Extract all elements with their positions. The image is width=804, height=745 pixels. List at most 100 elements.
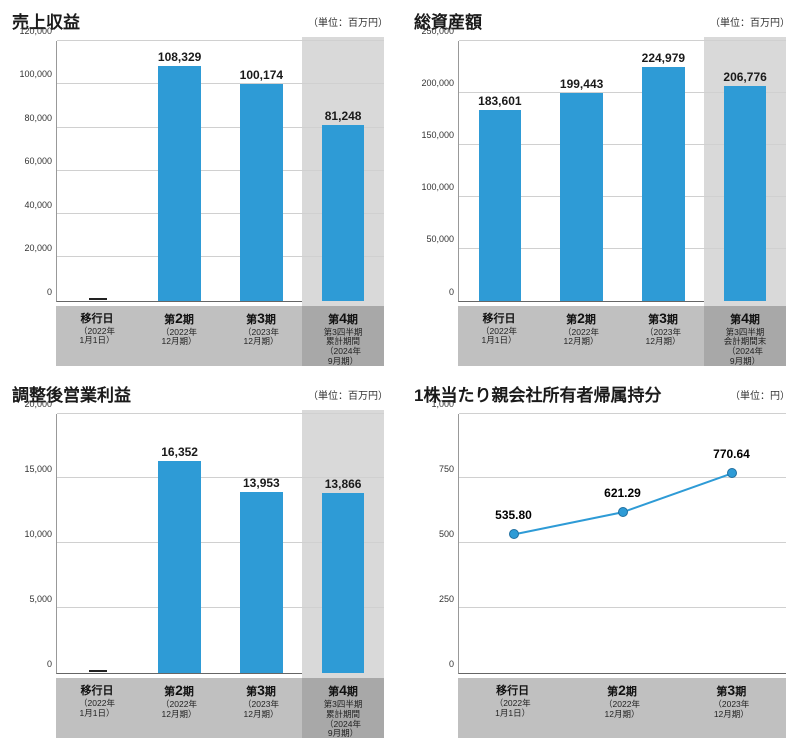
y-tick-label: 15,000 [14, 464, 52, 474]
data-point [618, 507, 628, 517]
x-category-title: 第4期 [302, 310, 384, 327]
gridline [57, 413, 384, 414]
chart-area: 108,329 100,174 81,248 0 20,000 40,000 60,000 8… [12, 37, 390, 366]
x-category-sub: （2022年1月1日） [458, 699, 567, 719]
chart-total-assets: 総資産額 （単位：百万円） 183,601199,443224,979206,7… [402, 0, 804, 373]
chart-unit: （単位：百万円） [308, 14, 388, 29]
plot-area: 108,329 100,174 81,248 [56, 41, 384, 302]
bar-value-label: 206,776 [723, 70, 766, 84]
y-tick-label: 50,000 [416, 234, 454, 244]
y-tick-label: 10,000 [14, 529, 52, 539]
x-category: 第2期（2022年12月期） [138, 678, 220, 738]
x-category: 第2期（2022年12月期） [138, 306, 220, 366]
x-category: 移行日（2022年1月1日） [56, 306, 138, 366]
y-tick-label: 20,000 [14, 243, 52, 253]
x-axis-band: 移行日（2022年1月1日）第2期（2022年12月期）第3期（2023年12月… [56, 306, 384, 366]
y-tick-label: 250,000 [416, 26, 454, 36]
x-category-title: 第2期 [540, 310, 622, 327]
bar-value-label: 13,953 [243, 476, 280, 490]
x-axis-band: 移行日（2022年1月1日）第2期（2022年12月期）第3期（2023年12月… [56, 678, 384, 738]
y-tick-label: 200,000 [416, 78, 454, 88]
x-axis-band: 移行日（2022年1月1日）第2期（2022年12月期）第3期（2023年12月… [458, 306, 786, 366]
chart-revenue: 売上収益 （単位：百万円） 108,329100,17481,248020,00… [0, 0, 402, 373]
gridline [57, 40, 384, 41]
x-category-title: 移行日 [458, 310, 540, 326]
x-category-sub: （2022年12月期） [567, 700, 676, 720]
plot-area: 183,601199,443224,979206,776 [458, 41, 786, 302]
x-category-sub: 第3四半期累計期間（2024年9月期） [302, 328, 384, 367]
bar-value-label: 224,979 [642, 51, 685, 65]
y-tick-label: 100,000 [14, 69, 52, 79]
x-category: 移行日（2022年1月1日） [458, 678, 567, 738]
y-tick-label: 750 [416, 464, 454, 474]
y-tick-label: 150,000 [416, 130, 454, 140]
y-tick-label: 0 [14, 287, 52, 297]
bar: 100,174 [240, 84, 283, 301]
x-category: 移行日（2022年1月1日） [56, 678, 138, 738]
data-point [509, 529, 519, 539]
bar: 16,352 [158, 461, 201, 673]
x-category: 第4期第3四半期累計期間（2024年9月期） [302, 306, 384, 366]
x-category-title: 第3期 [220, 310, 302, 327]
bar-value-label: 100,174 [240, 68, 283, 82]
y-tick-label: 250 [416, 594, 454, 604]
bar-value-label: 13,866 [325, 477, 362, 491]
y-tick-label: 500 [416, 529, 454, 539]
point-value-label: 535.80 [495, 508, 532, 522]
x-axis-band: 移行日（2022年1月1日）第2期（2022年12月期）第3期（2023年12月… [458, 678, 786, 738]
x-category-sub: （2022年12月期） [138, 700, 220, 720]
x-category-sub: （2023年12月期） [677, 700, 786, 720]
bar: 13,953 [240, 492, 283, 673]
y-tick-label: 60,000 [14, 156, 52, 166]
x-category-sub: （2023年12月期） [220, 328, 302, 348]
x-category-title: 第4期 [302, 682, 384, 699]
x-category-title: 第2期 [567, 682, 676, 699]
chart-unit: （単位：百万円） [710, 14, 790, 29]
x-category-title: 第3期 [220, 682, 302, 699]
y-tick-label: 80,000 [14, 113, 52, 123]
data-point [727, 468, 737, 478]
x-category-sub: （2022年12月期） [540, 328, 622, 348]
x-category-title: 第4期 [704, 310, 786, 327]
bar-value-label: 16,352 [161, 445, 198, 459]
chart-area: 535.80621.29770.6402505007501,000移行日（202… [414, 410, 792, 739]
chart-adjusted-operating-profit: 調整後営業利益 （単位：百万円） 16,35213,95313,86605,00… [0, 373, 402, 745]
x-category-title: 第3期 [622, 310, 704, 327]
plot-area: 535.80 621.29 770.64 [458, 414, 786, 675]
x-category: 第2期（2022年12月期） [567, 678, 676, 738]
x-category: 移行日（2022年1月1日） [458, 306, 540, 366]
plot-area: 16,352 13,953 13,866 [56, 414, 384, 675]
x-category-title: 第2期 [138, 310, 220, 327]
null-marker [89, 670, 107, 672]
y-tick-label: 100,000 [416, 182, 454, 192]
y-tick-label: 0 [14, 659, 52, 669]
gridline [57, 83, 384, 84]
chart-area: 16,35213,95313,86605,00010,00015,00020,0… [12, 410, 390, 739]
x-category-sub: （2022年1月1日） [56, 699, 138, 719]
bar: 13,866 [322, 493, 365, 673]
x-category: 第4期第3四半期会計期間末（2024年9月期） [704, 306, 786, 366]
x-category-title: 移行日 [56, 682, 138, 698]
point-value-label: 621.29 [604, 486, 641, 500]
x-category-title: 第3期 [677, 682, 786, 699]
y-tick-label: 20,000 [14, 399, 52, 409]
x-category-sub: 第3四半期会計期間末（2024年9月期） [704, 328, 786, 367]
bar: 81,248 [322, 125, 365, 301]
null-marker [89, 298, 107, 300]
point-value-label: 770.64 [713, 447, 750, 461]
y-tick-label: 0 [416, 287, 454, 297]
bar: 224,979 [642, 67, 685, 301]
bar: 206,776 [724, 86, 767, 301]
chart-equity-per-share: 1株当たり親会社所有者帰属持分 （単位：円） 535.80621.29770.6… [402, 373, 804, 745]
x-category-sub: （2022年12月期） [138, 328, 220, 348]
x-category: 第4期第3四半期累計期間（2024年9月期） [302, 678, 384, 738]
x-category: 第3期（2023年12月期） [677, 678, 786, 738]
x-category: 第3期（2023年12月期） [220, 678, 302, 738]
y-tick-label: 40,000 [14, 200, 52, 210]
chart-unit: （単位：百万円） [308, 387, 388, 402]
bar: 108,329 [158, 66, 201, 300]
x-category-title: 移行日 [56, 310, 138, 326]
y-tick-label: 0 [416, 659, 454, 669]
x-category-sub: （2022年1月1日） [56, 327, 138, 347]
chart-area: 183,601199,443224,979206,776050,000100,0… [414, 37, 792, 366]
